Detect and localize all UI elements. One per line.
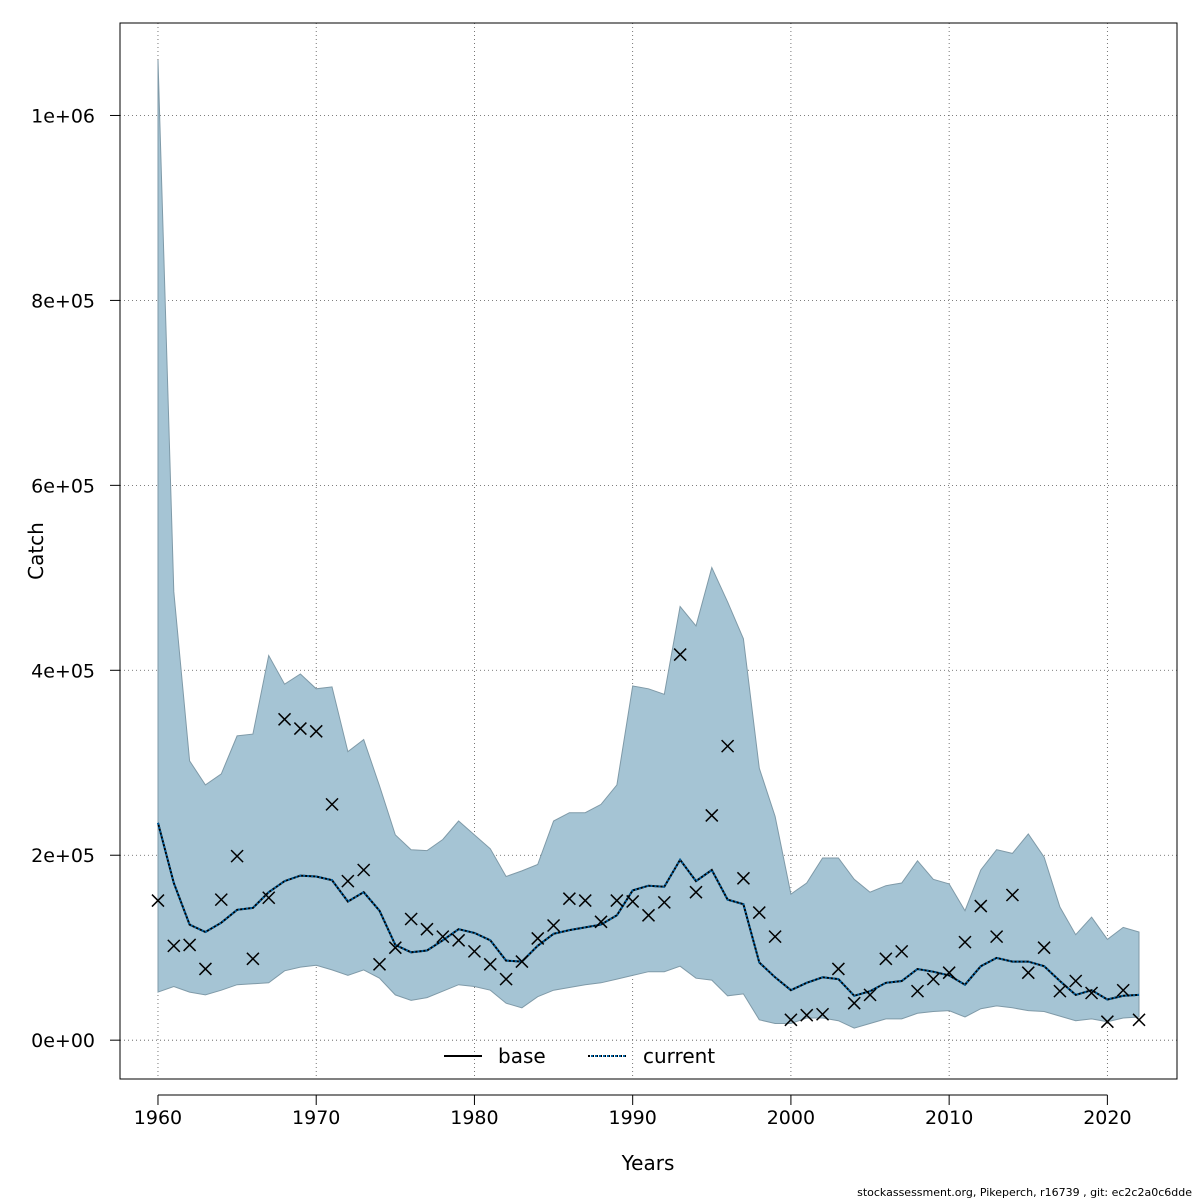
observed-point (816, 1007, 830, 1021)
observed-point (578, 894, 592, 908)
observed-point (673, 648, 687, 662)
observed-point (547, 918, 561, 933)
observed-point (341, 874, 355, 888)
observed-point (863, 988, 877, 1002)
observed-point (388, 941, 402, 955)
observed-point (1053, 984, 1067, 998)
observed-point (879, 952, 893, 966)
observed-point (1021, 966, 1035, 980)
observed-point (990, 930, 1004, 944)
observed-point (1116, 983, 1130, 997)
observed-point (721, 739, 735, 753)
observed-point (483, 957, 497, 971)
observed-point (562, 892, 576, 906)
observed-point (293, 722, 307, 736)
observed-point (1085, 986, 1099, 1000)
observed-point (752, 906, 766, 920)
legend-label-base: base (498, 1044, 546, 1068)
observed-point (183, 938, 197, 952)
plot-frame (119, 22, 1178, 1080)
observed-point (831, 962, 845, 976)
y-axis-title: Catch (24, 522, 48, 580)
observed-point (784, 1013, 798, 1027)
observed-point (1037, 941, 1051, 955)
y-axis: 0e+00 2e+05 4e+05 6e+05 8e+05 1e+06 (31, 105, 120, 1052)
observed-point (641, 908, 656, 922)
observed-point (404, 912, 418, 926)
observed-point (926, 972, 940, 986)
observed-point (942, 966, 956, 980)
observed-point (262, 891, 276, 905)
observed-point (325, 797, 339, 811)
x-tick-label: 1970 (292, 1107, 340, 1129)
observed-point (420, 922, 434, 936)
ci-band-area (157, 59, 1140, 1029)
observed-point (467, 944, 481, 958)
x-tick-label: 1960 (134, 1107, 182, 1129)
grid-lines (120, 23, 1177, 1079)
confidence-band (157, 59, 1140, 1029)
observed-point (895, 944, 909, 958)
x-tick-label: 2020 (1083, 1107, 1131, 1129)
x-axis: 1960 1970 1980 1990 2000 2010 2020 (134, 1094, 1132, 1129)
legend-label-current: current (643, 1044, 715, 1068)
x-tick-label: 2000 (767, 1107, 815, 1129)
observed-point (531, 931, 545, 945)
observed-point (705, 808, 719, 822)
observed-point (594, 915, 608, 929)
observed-point (278, 712, 292, 726)
observed-point (499, 972, 513, 986)
x-tick-label: 2010 (925, 1107, 973, 1129)
y-tick-label: 2e+05 (31, 845, 95, 867)
observed-point (246, 952, 260, 966)
observed-point (1005, 888, 1019, 902)
legend: base current (444, 1044, 715, 1068)
footer-caption: stockassessment.org, Pikeperch, r16739 ,… (857, 1186, 1192, 1199)
observed-point (736, 871, 750, 885)
observed-point (910, 984, 925, 998)
y-tick-label: 4e+05 (31, 660, 95, 682)
x-tick-label: 1990 (608, 1107, 656, 1129)
series-lines (157, 822, 1140, 1001)
observed-point (309, 724, 323, 738)
observed-point (1132, 1013, 1146, 1027)
observed-point (958, 935, 972, 949)
observed-point (452, 933, 466, 947)
x-tick-label: 1980 (450, 1107, 498, 1129)
observed-point (214, 893, 228, 907)
y-tick-label: 1e+06 (31, 105, 95, 127)
observed-point (689, 885, 703, 899)
observed-point (151, 894, 165, 908)
observed-point (515, 955, 529, 969)
y-tick-label: 8e+05 (31, 290, 95, 312)
observed-point (626, 894, 640, 908)
observed-point (436, 930, 450, 944)
observed-point (372, 957, 387, 971)
observed-point (657, 895, 671, 909)
observed-point (1069, 974, 1083, 988)
observed-point (847, 996, 861, 1010)
observed-point (610, 894, 624, 908)
observed-point (230, 849, 244, 863)
observed-points (151, 648, 1146, 1029)
observed-point (768, 930, 782, 944)
observed-point (1100, 1015, 1114, 1029)
observed-point (198, 962, 212, 976)
observed-point (974, 899, 988, 913)
observed-point (167, 939, 181, 953)
y-tick-label: 6e+05 (31, 475, 95, 497)
x-axis-title: Years (621, 1151, 675, 1175)
y-tick-label: 0e+00 (31, 1030, 95, 1052)
observed-point (800, 1008, 814, 1022)
series-line-current (157, 822, 1140, 1001)
observed-point (357, 863, 371, 877)
